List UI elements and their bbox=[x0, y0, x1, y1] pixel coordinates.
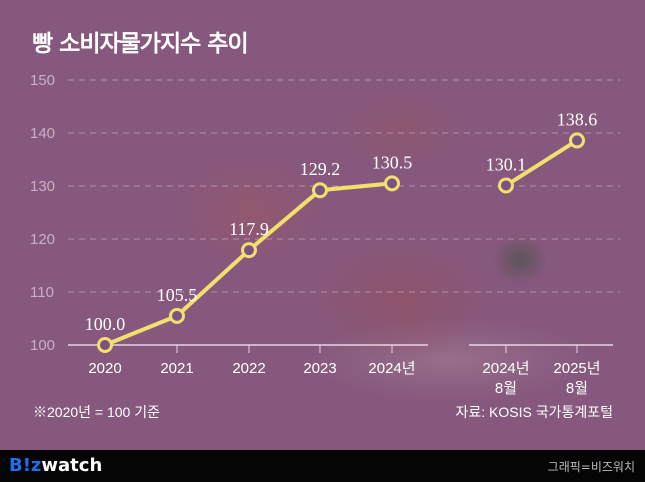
y-tick-label: 120 bbox=[30, 231, 55, 248]
x-tick-label: 2025년 bbox=[553, 360, 600, 377]
data-label: 117.9 bbox=[229, 219, 269, 239]
x-tick-label: 2024년 bbox=[482, 360, 529, 377]
bizwatch-logo: B!zwatch bbox=[9, 455, 102, 476]
x-tick-label: 8월 bbox=[495, 380, 517, 397]
data-point bbox=[384, 175, 400, 192]
data-label: 130.1 bbox=[486, 154, 527, 174]
x-tick-label: 2020 bbox=[88, 360, 121, 377]
data-point bbox=[312, 182, 328, 199]
y-tick-label: 140 bbox=[30, 125, 55, 142]
y-tick-label: 110 bbox=[30, 284, 54, 301]
x-tick-label: 2024년 bbox=[368, 360, 415, 377]
data-point bbox=[169, 307, 185, 324]
chart-title: 빵 소비자물가지수 추이 bbox=[32, 31, 249, 57]
base-note: ※2020년 = 100 기준 bbox=[33, 404, 160, 420]
graphic-credit: 그래픽=비즈워치 bbox=[547, 460, 635, 474]
data-point bbox=[498, 177, 514, 194]
y-tick-label: 130 bbox=[30, 178, 55, 195]
data-label: 130.5 bbox=[372, 152, 413, 172]
data-label: 129.2 bbox=[300, 159, 341, 179]
data-label: 138.6 bbox=[557, 109, 598, 129]
x-tick-label: 8월 bbox=[566, 380, 588, 397]
y-tick-label: 100 bbox=[30, 337, 55, 354]
y-tick-label: 150 bbox=[30, 72, 55, 89]
x-tick-label: 2023 bbox=[303, 360, 336, 377]
footer-bar: B!zwatch 그래픽=비즈워치 bbox=[0, 450, 645, 482]
series-line bbox=[104, 181, 393, 347]
background-photo bbox=[0, 0, 645, 450]
logo-biz: B!z bbox=[9, 455, 42, 476]
x-tick-label: 2022 bbox=[232, 360, 265, 377]
source-note: 자료: KOSIS 국가통계포털 bbox=[455, 404, 613, 420]
data-point bbox=[241, 242, 257, 259]
data-label: 100.0 bbox=[85, 314, 126, 334]
series-line bbox=[504, 138, 579, 188]
data-point bbox=[97, 337, 113, 353]
x-tick-label: 2021 bbox=[160, 360, 193, 377]
data-label: 105.5 bbox=[157, 285, 198, 305]
logo-watch: watch bbox=[41, 455, 103, 476]
data-point bbox=[569, 132, 585, 149]
line-chart: 100 110 120 130 140 150 2020 2021 2022 2023 2024년 1… bbox=[30, 72, 620, 397]
